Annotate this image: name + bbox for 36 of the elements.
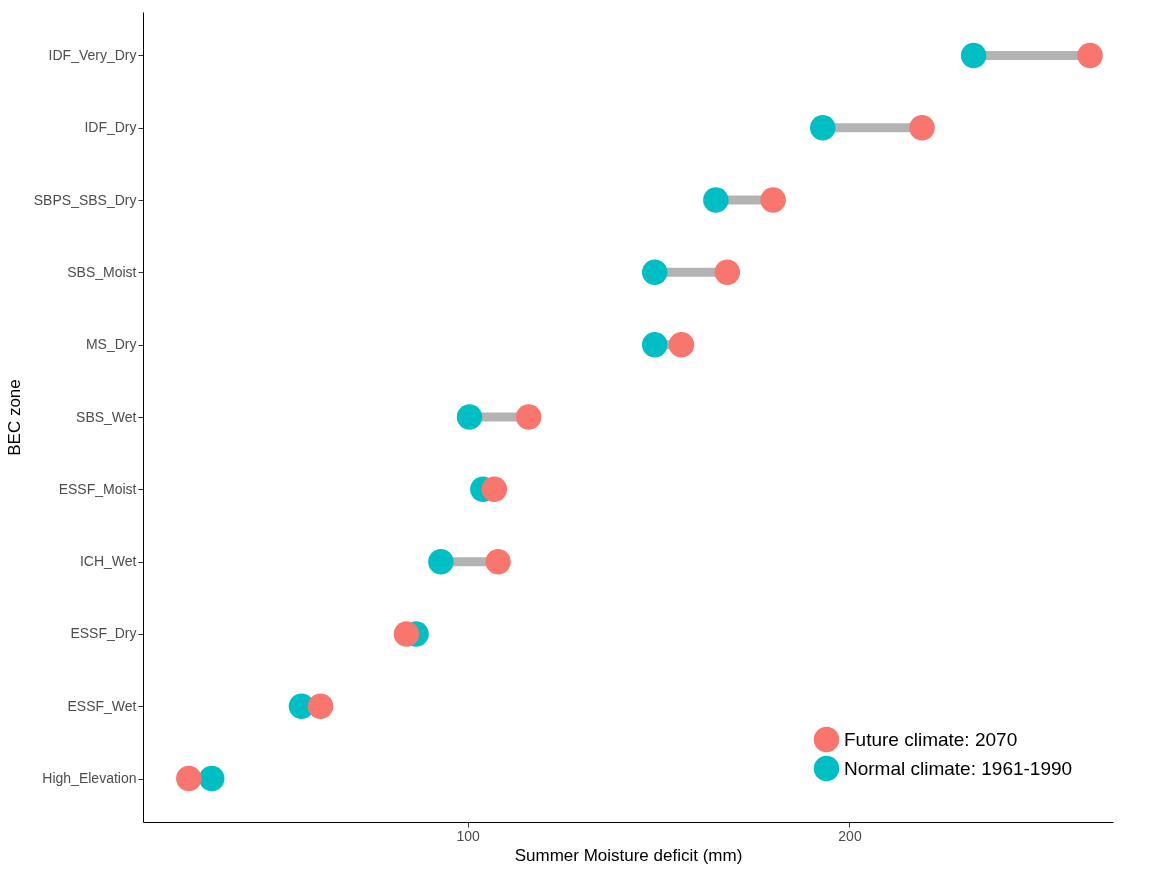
- y-tick-label: MS_Dry: [85, 336, 137, 353]
- legend-label: Normal climate: 1961-1990: [844, 757, 1073, 779]
- y-tick-label: ESSF_Dry: [70, 625, 137, 642]
- x-axis-title: Summer Moisture deficit (mm): [514, 845, 743, 865]
- y-tick-label: ESSF_Wet: [67, 697, 137, 714]
- y-tick-label: SBPS_SBS_Dry: [33, 191, 137, 208]
- y-tick-label: IDF_Dry: [84, 119, 137, 136]
- point: [760, 187, 786, 213]
- point: [485, 548, 511, 575]
- x-tick-label: 100: [456, 827, 480, 844]
- point: [641, 331, 668, 358]
- point: [641, 259, 668, 286]
- point: [668, 331, 695, 358]
- point: [198, 765, 225, 792]
- legend-label: Future climate: 2070: [844, 728, 1018, 750]
- y-tick-label: SBS_Moist: [67, 263, 137, 280]
- point: [481, 476, 508, 503]
- point: [176, 765, 202, 792]
- point: [428, 548, 454, 575]
- y-tick-label: ICH_Wet: [79, 553, 137, 570]
- point: [515, 404, 542, 430]
- x-tick-label: 200: [838, 827, 862, 844]
- point: [393, 621, 420, 647]
- point: [714, 259, 741, 286]
- point: [703, 187, 729, 213]
- y-tick-label: ESSF_Moist: [58, 480, 137, 497]
- point: [307, 693, 334, 720]
- y-tick-label: High_Elevation: [42, 770, 137, 787]
- y-axis-title: BEC zone: [4, 379, 24, 456]
- y-tick-label: IDF_Very_Dry: [48, 46, 137, 63]
- point: [960, 42, 987, 69]
- point: [1077, 42, 1103, 69]
- point: [909, 114, 935, 141]
- y-tick-label: SBS_Wet: [76, 408, 137, 425]
- point: [456, 404, 483, 430]
- point: [810, 114, 836, 141]
